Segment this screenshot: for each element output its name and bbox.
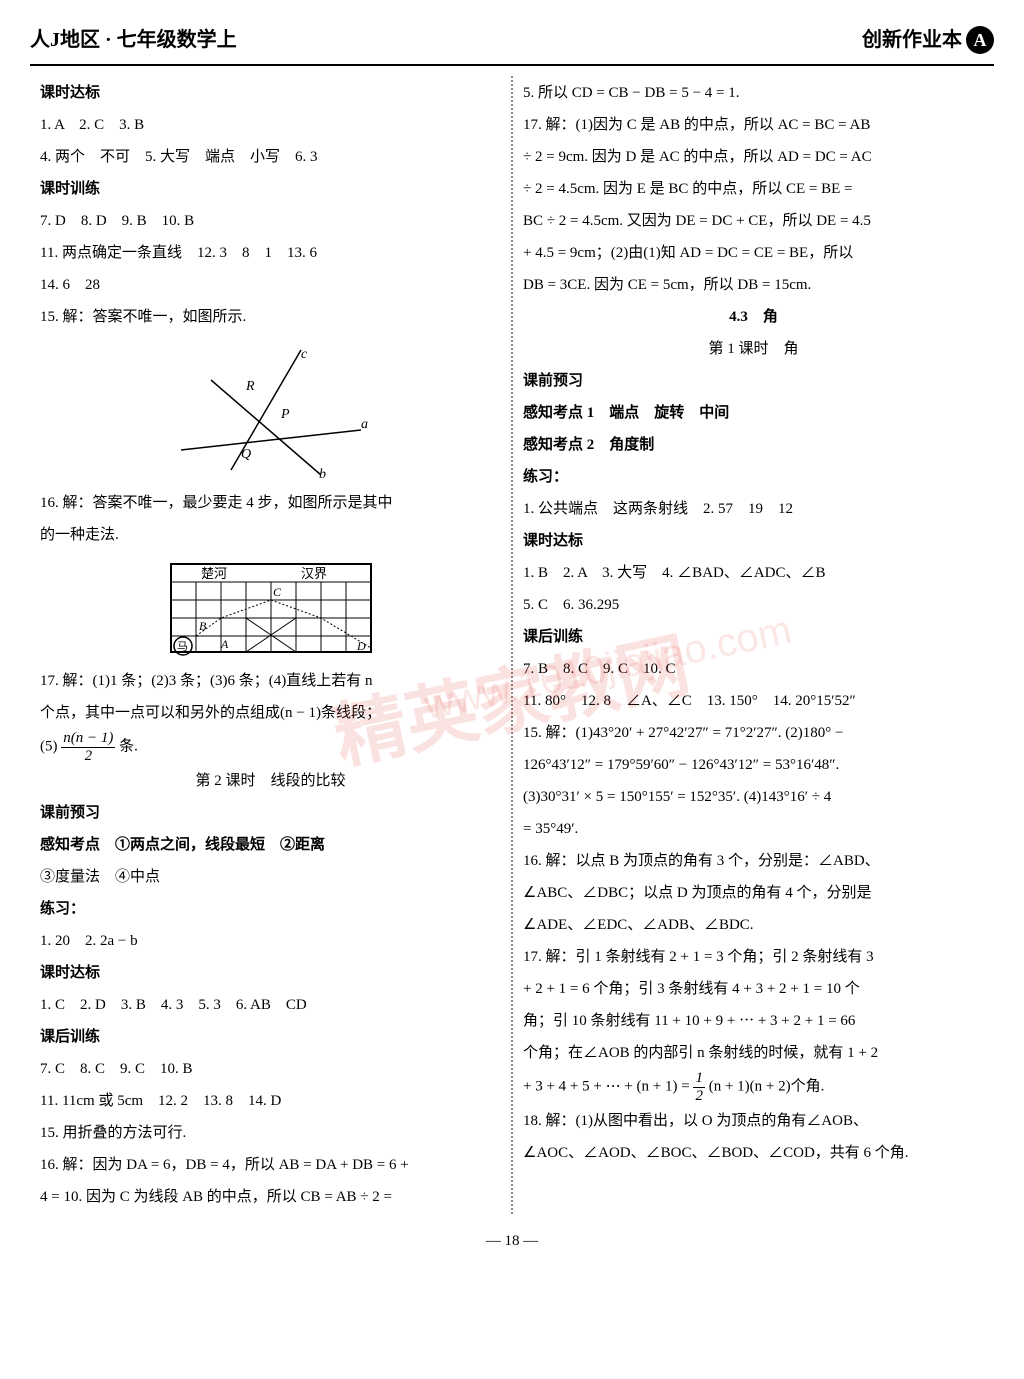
fig-label-R: R <box>245 379 255 394</box>
answer-line: 练习： <box>523 462 984 492</box>
answer-line: 4 = 10. 因为 C 为线段 AB 的中点，所以 CB = AB ÷ 2 = <box>40 1182 501 1212</box>
header-right-text: 创新作业本 <box>862 20 962 60</box>
answer-line: 感知考点 2 角度制 <box>523 430 984 460</box>
answer-line: 11. 80° 12. 8 ∠A、∠C 13. 150° 14. 20°15′5… <box>523 686 984 716</box>
figure-lines: c R P Q a b <box>40 340 501 480</box>
frag: + 3 + 4 + 5 + ⋯ + (n + 1) = <box>523 1078 693 1094</box>
answer-line: ③度量法 ④中点 <box>40 862 501 892</box>
header-icon: A <box>966 26 994 54</box>
frac-den: 2 <box>61 748 115 765</box>
frag: (5) <box>40 738 58 754</box>
fig-label-P: P <box>280 407 290 422</box>
section-title: 课后训练 <box>523 622 984 652</box>
header-icon-letter: A <box>974 22 987 58</box>
figure-chessboard: 楚河 汉界 马 B A C D <box>40 558 501 658</box>
page-footer: — 18 — <box>30 1226 994 1256</box>
page-header: 人J地区 · 七年级数学上 创新作业本 A <box>30 20 994 66</box>
fig-label-b: b <box>319 467 326 480</box>
answer-line: 15. 解：(1)43°20′ + 27°42′27″ = 71°2′27″. … <box>523 718 984 748</box>
answer-line: 17. 解：(1)因为 C 是 AB 的中点，所以 AC = BC = AB <box>523 110 984 140</box>
header-left: 人J地区 · 七年级数学上 <box>30 20 237 60</box>
answer-line: 7. B 8. C 9. C 10. C <box>523 654 984 684</box>
answer-line: BC ÷ 2 = 4.5cm. 又因为 DE = DC + CE，所以 DE =… <box>523 206 984 236</box>
chessboard-svg: 楚河 汉界 马 B A C D <box>161 558 381 658</box>
lbl-D: D <box>356 639 366 653</box>
answer-line: (5) n(n − 1) 2 条. <box>40 730 501 764</box>
answer-line: 11. 两点确定一条直线 12. 3 8 1 13. 6 <box>40 238 501 268</box>
piece-ma: 马 <box>177 640 188 653</box>
figure-lines-svg: c R P Q a b <box>171 340 371 480</box>
answer-line: ∠AOC、∠AOD、∠BOC、∠BOD、∠COD，共有 6 个角. <box>523 1138 984 1168</box>
answer-line: 感知考点 1 端点 旋转 中间 <box>523 398 984 428</box>
section-title: 课时达标 <box>40 78 501 108</box>
answer-line: 4. 两个 不可 5. 大写 端点 小写 6. 3 <box>40 142 501 172</box>
lbl-A: A <box>220 637 229 651</box>
answer-line: 18. 解：(1)从图中看出，以 O 为顶点的角有∠AOB、 <box>523 1106 984 1136</box>
lesson-title: 第 2 课时 线段的比较 <box>40 766 501 796</box>
frag: (n + 1)(n + 2)个角. <box>709 1078 825 1094</box>
chapter-title: 4.3 角 <box>523 302 984 332</box>
frac-num: n(n − 1) <box>61 730 115 748</box>
right-column: 5. 所以 CD = CB − DB = 5 − 4 = 1. 17. 解：(1… <box>513 76 994 1214</box>
answer-line: 1. A 2. C 3. B <box>40 110 501 140</box>
answer-line: 7. D 8. D 9. B 10. B <box>40 206 501 236</box>
answer-line: ÷ 2 = 9cm. 因为 D 是 AC 的中点，所以 AD = DC = AC <box>523 142 984 172</box>
section-title: 课前预习 <box>523 366 984 396</box>
answer-line: 练习： <box>40 894 501 924</box>
answer-line: 7. C 8. C 9. C 10. B <box>40 1054 501 1084</box>
answer-line: 1. B 2. A 3. 大写 4. ∠BAD、∠ADC、∠B <box>523 558 984 588</box>
answer-line: 14. 6 28 <box>40 270 501 300</box>
lbl-C: C <box>273 585 282 599</box>
answer-line: 17. 解：(1)1 条；(2)3 条；(3)6 条；(4)直线上若有 n <box>40 666 501 696</box>
answer-line: 个角；在∠AOB 的内部引 n 条射线的时候，就有 1 + 2 <box>523 1038 984 1068</box>
frac-den: 2 <box>693 1088 705 1105</box>
frac-num: 1 <box>693 1070 705 1088</box>
fraction: 1 2 <box>693 1070 705 1104</box>
answer-line: 个点，其中一点可以和另外的点组成(n − 1)条线段； <box>40 698 501 728</box>
answer-line: 15. 解：答案不唯一，如图所示. <box>40 302 501 332</box>
answer-line: ∠ADE、∠EDC、∠ADB、∠BDC. <box>523 910 984 940</box>
chu-river: 楚河 <box>201 566 227 581</box>
section-title: 课后训练 <box>40 1022 501 1052</box>
fig-label-a: a <box>361 417 368 432</box>
answer-line: 感知考点 ①两点之间，线段最短 ②距离 <box>40 830 501 860</box>
answer-line: 1. C 2. D 3. B 4. 3 5. 3 6. AB CD <box>40 990 501 1020</box>
answer-line: ÷ 2 = 4.5cm. 因为 E 是 BC 的中点，所以 CE = BE = <box>523 174 984 204</box>
answer-line: + 4.5 = 9cm；(2)由(1)知 AD = DC = CE = BE，所… <box>523 238 984 268</box>
content: 精英家教网 www.1010jiajiao.com 课时达标 1. A 2. C… <box>30 76 994 1214</box>
answer-line: 16. 解：以点 B 为顶点的角有 3 个，分别是：∠ABD、 <box>523 846 984 876</box>
fig-label-Q: Q <box>241 447 251 462</box>
answer-line: 15. 用折叠的方法可行. <box>40 1118 501 1148</box>
answer-line: DB = 3CE. 因为 CE = 5cm，所以 DB = 15cm. <box>523 270 984 300</box>
frag: 条. <box>119 738 138 754</box>
answer-line: 11. 11cm 或 5cm 12. 2 13. 8 14. D <box>40 1086 501 1116</box>
section-title: 课时达标 <box>40 958 501 988</box>
answer-line: + 3 + 4 + 5 + ⋯ + (n + 1) = 1 2 (n + 1)(… <box>523 1070 984 1104</box>
fraction: n(n − 1) 2 <box>61 730 115 764</box>
answer-line: 5. C 6. 36.295 <box>523 590 984 620</box>
answer-line: + 2 + 1 = 6 个角；引 3 条射线有 4 + 3 + 2 + 1 = … <box>523 974 984 1004</box>
answer-line: 126°43′12″ = 179°59′60″ − 126°43′12″ = 5… <box>523 750 984 780</box>
answer-line: (3)30°31′ × 5 = 150°155′ = 152°35′. (4)1… <box>523 782 984 812</box>
answer-line: = 35°49′. <box>523 814 984 844</box>
answer-line: 1. 20 2. 2a − b <box>40 926 501 956</box>
answer-line: 17. 解：引 1 条射线有 2 + 1 = 3 个角；引 2 条射线有 3 <box>523 942 984 972</box>
answer-line: 的一种走法. <box>40 520 501 550</box>
fig-label-c: c <box>301 347 308 362</box>
lesson-title: 第 1 课时 角 <box>523 334 984 364</box>
section-title: 课前预习 <box>40 798 501 828</box>
answer-line: 16. 解：因为 DA = 6，DB = 4，所以 AB = DA + DB =… <box>40 1150 501 1180</box>
answer-line: 角；引 10 条射线有 11 + 10 + 9 + ⋯ + 3 + 2 + 1 … <box>523 1006 984 1036</box>
answer-line: 16. 解：答案不唯一，最少要走 4 步，如图所示是其中 <box>40 488 501 518</box>
section-title: 课时达标 <box>523 526 984 556</box>
header-right: 创新作业本 A <box>862 20 994 60</box>
left-column: 课时达标 1. A 2. C 3. B 4. 两个 不可 5. 大写 端点 小写… <box>30 76 513 1214</box>
answer-line: ∠ABC、∠DBC；以点 D 为顶点的角有 4 个，分别是 <box>523 878 984 908</box>
section-title: 课时训练 <box>40 174 501 204</box>
answer-line: 1. 公共端点 这两条射线 2. 57 19 12 <box>523 494 984 524</box>
page-number: 18 <box>505 1233 520 1249</box>
answer-line: 5. 所以 CD = CB − DB = 5 − 4 = 1. <box>523 78 984 108</box>
han-border: 汉界 <box>301 566 327 581</box>
